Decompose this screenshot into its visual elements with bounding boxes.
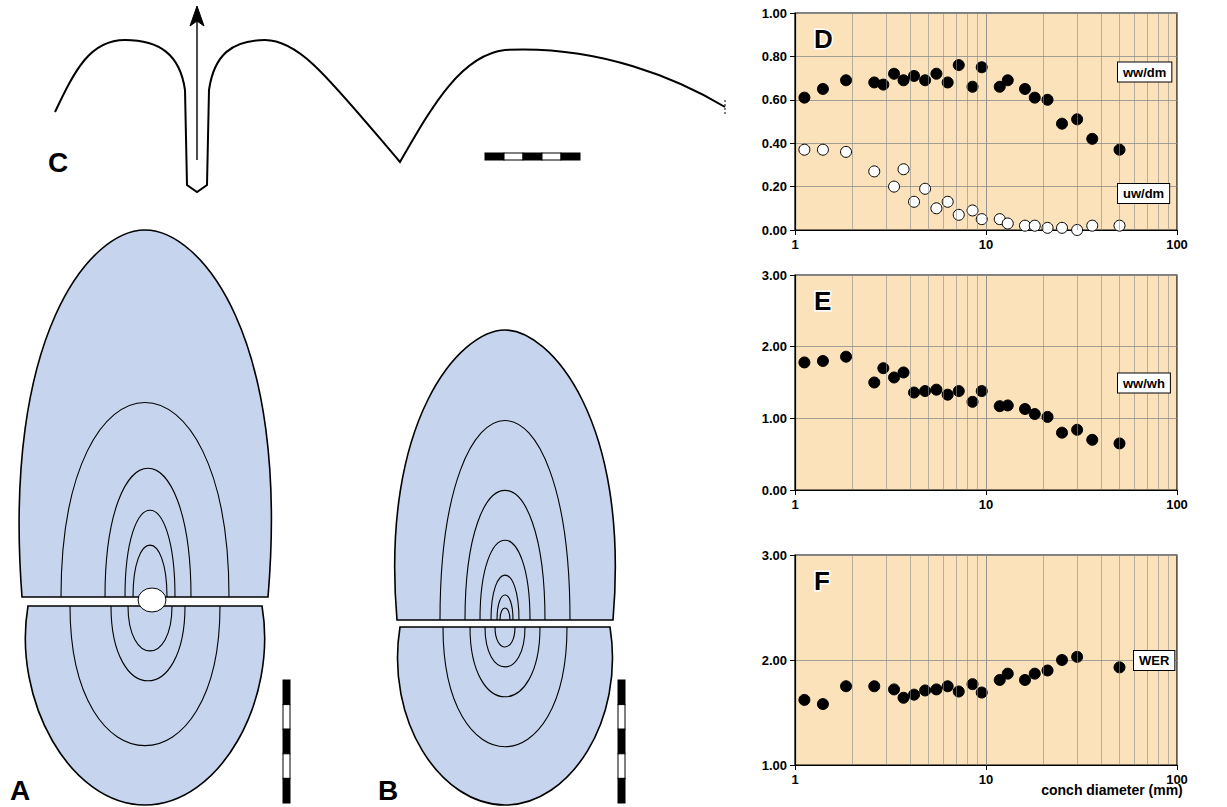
svg-text:F: F (814, 566, 830, 596)
svg-text:1: 1 (791, 497, 798, 512)
svg-text:1.00: 1.00 (762, 411, 787, 426)
svg-text:WER: WER (1139, 653, 1170, 668)
svg-text:conch diameter (mm): conch diameter (mm) (1041, 782, 1183, 798)
svg-text:0.60: 0.60 (762, 92, 787, 107)
svg-text:10: 10 (979, 772, 993, 787)
svg-text:1: 1 (791, 237, 798, 252)
svg-text:E: E (814, 286, 831, 316)
svg-text:1: 1 (791, 772, 798, 787)
svg-text:100: 100 (1166, 772, 1188, 787)
svg-text:2.00: 2.00 (762, 339, 787, 354)
svg-text:0.80: 0.80 (762, 49, 787, 64)
svg-text:uw/dm: uw/dm (1123, 186, 1164, 201)
svg-text:1.00: 1.00 (762, 758, 787, 773)
svg-text:D: D (814, 24, 833, 54)
svg-text:B: B (378, 775, 398, 806)
svg-text:0.00: 0.00 (762, 483, 787, 498)
svg-text:ww/wh: ww/wh (1122, 376, 1165, 391)
svg-text:0.00: 0.00 (762, 223, 787, 238)
svg-text:100: 100 (1166, 237, 1188, 252)
svg-text:100: 100 (1166, 497, 1188, 512)
svg-text:ww/dm: ww/dm (1122, 65, 1166, 80)
svg-text:0.40: 0.40 (762, 136, 787, 151)
svg-text:3.00: 3.00 (762, 268, 787, 283)
svg-text:1.00: 1.00 (762, 6, 787, 21)
svg-text:10: 10 (979, 237, 993, 252)
svg-text:0.20: 0.20 (762, 179, 787, 194)
svg-text:3.00: 3.00 (762, 548, 787, 563)
svg-text:2.00: 2.00 (762, 653, 787, 668)
svg-text:10: 10 (979, 497, 993, 512)
svg-text:C: C (48, 147, 68, 178)
svg-text:A: A (10, 775, 30, 806)
